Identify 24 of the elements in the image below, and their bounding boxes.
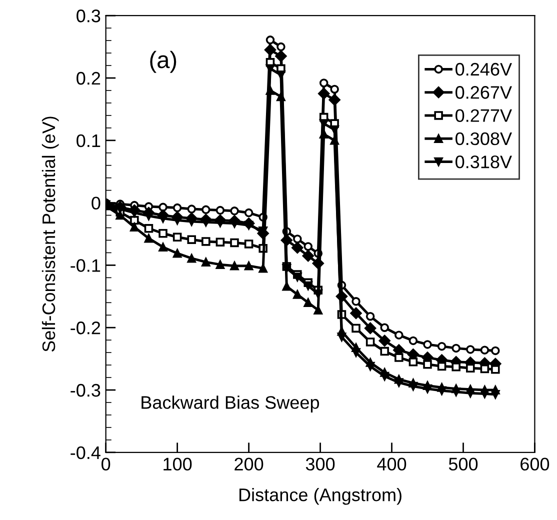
x-tick-label: 300 <box>306 458 335 471</box>
annotation: Backward Bias Sweep <box>142 396 320 412</box>
legend-label: 0.308V <box>456 132 512 146</box>
x-tick-label: 0 <box>102 458 110 471</box>
y-tick-label: 0.3 <box>76 10 100 22</box>
y-axis-title: Self-Consistent Potential (eV) <box>42 116 59 352</box>
y-tick-label: -0.2 <box>70 322 100 334</box>
x-tick-label: 100 <box>164 458 192 471</box>
y-tick-label: 0.1 <box>76 134 100 148</box>
legend-label: 0.277V <box>456 109 512 122</box>
x-tick-label: 400 <box>377 458 406 471</box>
legend-label: 0.246V <box>456 62 512 76</box>
y-tick-label: 0.2 <box>76 72 100 85</box>
y-tick-label: -0.4 <box>70 446 100 460</box>
y-tick-label: -0.1 <box>70 259 100 272</box>
x-tick-label: 200 <box>234 458 264 471</box>
legend-label: 0.318V <box>456 156 512 168</box>
y-tick-label: -0.3 <box>70 384 100 397</box>
x-tick-label: 500 <box>448 458 478 471</box>
legend-label: 0.267V <box>456 86 512 99</box>
y-tick-label: 0 <box>92 196 100 210</box>
x-axis-title: Distance (Angstrom) <box>239 488 402 505</box>
annotation: (a) <box>150 50 176 73</box>
x-tick-label: 600 <box>520 458 550 471</box>
